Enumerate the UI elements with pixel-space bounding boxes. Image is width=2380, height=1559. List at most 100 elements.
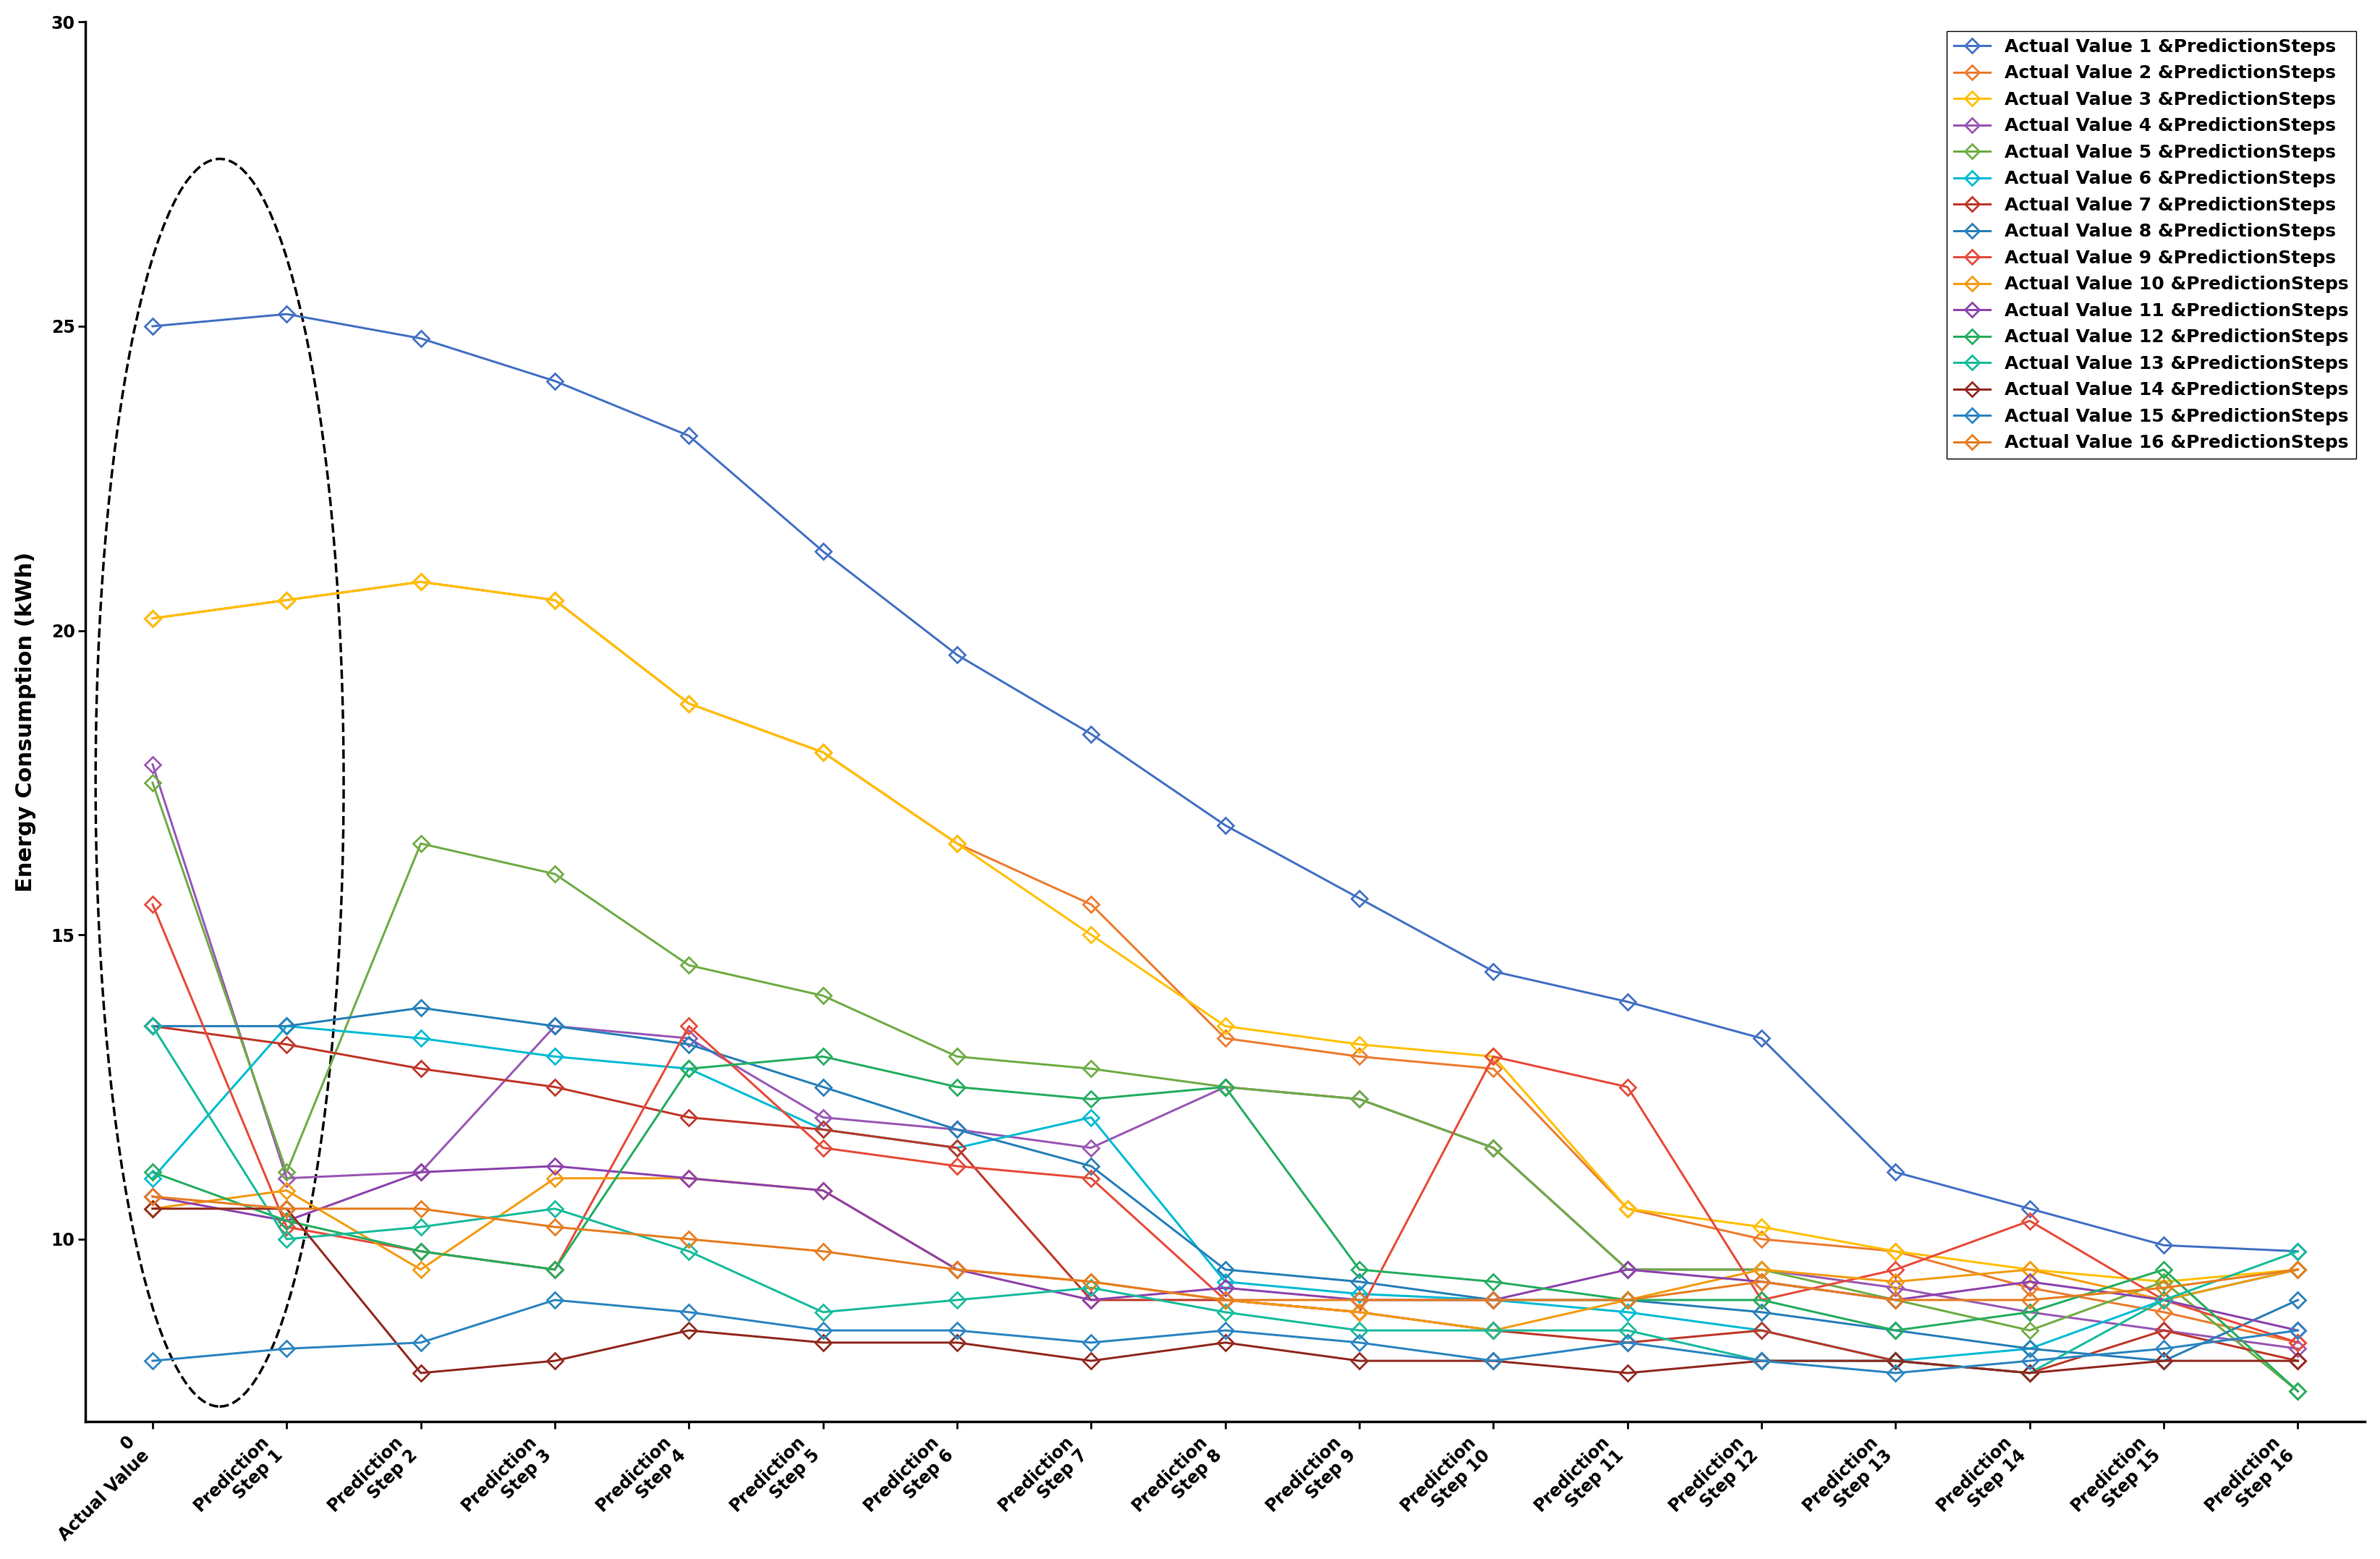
Actual Value 12 &PredictionSteps (1211, 1077, 1240, 1096)
Actual Value 8 &PredictionSteps (809, 1077, 838, 1096)
Actual Value 13 &PredictionSteps (407, 1218, 436, 1236)
Actual Value 4 &PredictionSteps (407, 1163, 436, 1182)
Line: Actual Value 2 &PredictionSteps: Actual Value 2 &PredictionSteps (148, 577, 2304, 1349)
Actual Value 16 &PredictionSteps (1614, 1291, 1642, 1310)
Actual Value 16 &PredictionSteps (2149, 1278, 2178, 1297)
Actual Value 10 &PredictionSteps (674, 1169, 702, 1188)
Actual Value 12 &PredictionSteps (1614, 1291, 1642, 1310)
Actual Value 10 &PredictionSteps (809, 1182, 838, 1200)
Actual Value 12 &PredictionSteps (540, 1260, 569, 1278)
Actual Value 3 &PredictionSteps (138, 610, 167, 628)
Actual Value 11 &PredictionSteps (2016, 1272, 2044, 1291)
Actual Value 4 &PredictionSteps (2016, 1303, 2044, 1322)
Actual Value 11 &PredictionSteps (407, 1163, 436, 1182)
Actual Value 1 &PredictionSteps (2149, 1236, 2178, 1255)
Actual Value 11 &PredictionSteps (1880, 1291, 1909, 1310)
Actual Value 7 &PredictionSteps (138, 1016, 167, 1035)
Actual Value 6 &PredictionSteps (1076, 1108, 1104, 1127)
Actual Value 2 &PredictionSteps (1345, 1048, 1373, 1066)
Actual Value 8 &PredictionSteps (1880, 1320, 1909, 1339)
Actual Value 15 &PredictionSteps (809, 1320, 838, 1339)
Actual Value 4 &PredictionSteps (1345, 1090, 1373, 1108)
Actual Value 12 &PredictionSteps (407, 1243, 436, 1261)
Actual Value 8 &PredictionSteps (942, 1121, 971, 1140)
Actual Value 13 &PredictionSteps (1345, 1320, 1373, 1339)
Actual Value 12 &PredictionSteps (1345, 1260, 1373, 1278)
Actual Value 14 &PredictionSteps (1614, 1364, 1642, 1383)
Actual Value 2 &PredictionSteps (407, 572, 436, 591)
Actual Value 8 &PredictionSteps (2282, 1291, 2311, 1310)
Actual Value 6 &PredictionSteps (1880, 1352, 1909, 1370)
Actual Value 11 &PredictionSteps (674, 1169, 702, 1188)
Actual Value 5 &PredictionSteps (1211, 1077, 1240, 1096)
Actual Value 8 &PredictionSteps (674, 1035, 702, 1054)
Actual Value 1 &PredictionSteps (1345, 889, 1373, 907)
Actual Value 4 &PredictionSteps (1880, 1278, 1909, 1297)
Actual Value 10 &PredictionSteps (407, 1260, 436, 1278)
Actual Value 6 &PredictionSteps (1211, 1272, 1240, 1291)
Actual Value 15 &PredictionSteps (1345, 1333, 1373, 1352)
Actual Value 13 &PredictionSteps (271, 1230, 300, 1249)
Actual Value 13 &PredictionSteps (942, 1291, 971, 1310)
Actual Value 6 &PredictionSteps (1747, 1320, 1775, 1339)
Actual Value 11 &PredictionSteps (2149, 1291, 2178, 1310)
Actual Value 4 &PredictionSteps (809, 1108, 838, 1127)
Actual Value 1 &PredictionSteps (1076, 725, 1104, 744)
Actual Value 9 &PredictionSteps (1478, 1048, 1507, 1066)
Actual Value 11 &PredictionSteps (2282, 1320, 2311, 1339)
Actual Value 5 &PredictionSteps (2149, 1272, 2178, 1291)
Actual Value 7 &PredictionSteps (407, 1060, 436, 1079)
Actual Value 1 &PredictionSteps (674, 427, 702, 446)
Actual Value 7 &PredictionSteps (2282, 1352, 2311, 1370)
Actual Value 3 &PredictionSteps (271, 591, 300, 610)
Actual Value 3 &PredictionSteps (1345, 1035, 1373, 1054)
Actual Value 1 &PredictionSteps (1614, 993, 1642, 1012)
Actual Value 14 &PredictionSteps (540, 1352, 569, 1370)
Actual Value 16 &PredictionSteps (138, 1186, 167, 1205)
Actual Value 2 &PredictionSteps (1747, 1230, 1775, 1249)
Actual Value 5 &PredictionSteps (1747, 1260, 1775, 1278)
Actual Value 15 &PredictionSteps (407, 1333, 436, 1352)
Actual Value 12 &PredictionSteps (1076, 1090, 1104, 1108)
Actual Value 3 &PredictionSteps (1076, 926, 1104, 945)
Actual Value 2 &PredictionSteps (942, 834, 971, 853)
Actual Value 7 &PredictionSteps (2016, 1364, 2044, 1383)
Actual Value 12 &PredictionSteps (2149, 1260, 2178, 1278)
Actual Value 6 &PredictionSteps (674, 1060, 702, 1079)
Actual Value 6 &PredictionSteps (407, 1029, 436, 1048)
Actual Value 10 &PredictionSteps (1614, 1291, 1642, 1310)
Actual Value 16 &PredictionSteps (942, 1260, 971, 1278)
Actual Value 6 &PredictionSteps (1345, 1285, 1373, 1303)
Actual Value 1 &PredictionSteps (2282, 1243, 2311, 1261)
Actual Value 8 &PredictionSteps (1211, 1260, 1240, 1278)
Actual Value 1 &PredictionSteps (1880, 1163, 1909, 1182)
Actual Value 4 &PredictionSteps (138, 755, 167, 773)
Actual Value 13 &PredictionSteps (809, 1303, 838, 1322)
Actual Value 14 &PredictionSteps (1747, 1352, 1775, 1370)
Actual Value 10 &PredictionSteps (271, 1182, 300, 1200)
Actual Value 14 &PredictionSteps (407, 1364, 436, 1383)
Actual Value 10 &PredictionSteps (1747, 1260, 1775, 1278)
Actual Value 12 &PredictionSteps (809, 1048, 838, 1066)
Actual Value 15 &PredictionSteps (1211, 1320, 1240, 1339)
Actual Value 8 &PredictionSteps (1478, 1291, 1507, 1310)
Actual Value 10 &PredictionSteps (138, 1199, 167, 1218)
Actual Value 13 &PredictionSteps (1614, 1320, 1642, 1339)
Actual Value 8 &PredictionSteps (138, 1016, 167, 1035)
Actual Value 15 &PredictionSteps (2016, 1352, 2044, 1370)
Actual Value 3 &PredictionSteps (674, 694, 702, 712)
Actual Value 14 &PredictionSteps (1211, 1333, 1240, 1352)
Actual Value 3 &PredictionSteps (407, 572, 436, 591)
Actual Value 10 &PredictionSteps (1345, 1303, 1373, 1322)
Actual Value 2 &PredictionSteps (2149, 1303, 2178, 1322)
Actual Value 10 &PredictionSteps (2016, 1260, 2044, 1278)
Actual Value 2 &PredictionSteps (138, 610, 167, 628)
Actual Value 10 &PredictionSteps (540, 1169, 569, 1188)
Actual Value 6 &PredictionSteps (138, 1169, 167, 1188)
Line: Actual Value 4 &PredictionSteps: Actual Value 4 &PredictionSteps (148, 759, 2304, 1355)
Actual Value 5 &PredictionSteps (1880, 1291, 1909, 1310)
Actual Value 3 &PredictionSteps (942, 834, 971, 853)
Actual Value 13 &PredictionSteps (2149, 1291, 2178, 1310)
Actual Value 8 &PredictionSteps (2149, 1352, 2178, 1370)
Actual Value 4 &PredictionSteps (271, 1169, 300, 1188)
